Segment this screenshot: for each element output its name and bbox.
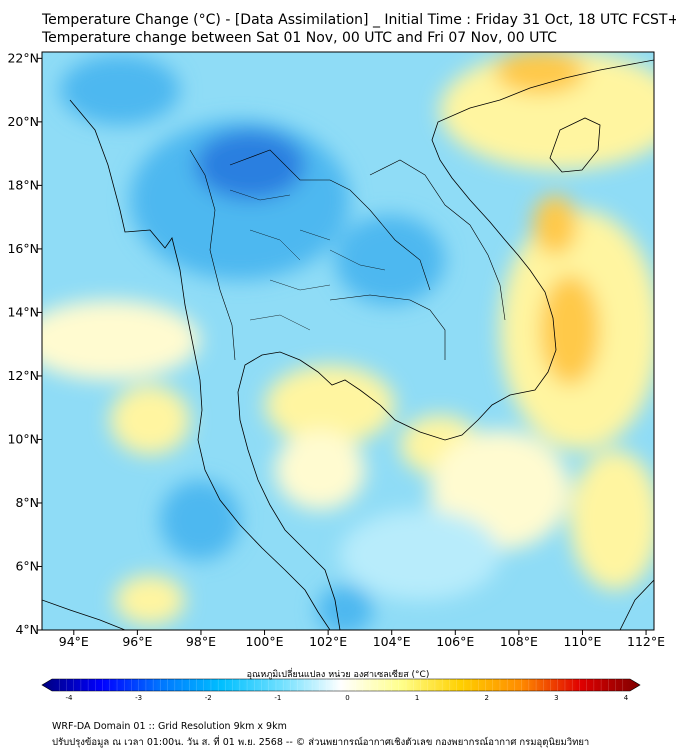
coldest-region-northern-thailand [195,130,305,200]
colorbar-tick-labels: -4 -3 -2 -1 0 1 2 3 4 [66,694,629,702]
footer-model-info: WRF-DA Domain 01 :: Grid Resolution 9km … [52,721,287,732]
colorbar-tick-label: 2 [485,694,489,702]
border-thailand-laos [229,149,431,291]
lon-label: 108°E [500,634,538,649]
map-field [42,52,654,630]
lat-label: 12°N [7,368,39,383]
map-frame [41,51,655,631]
lon-label: 94°E [59,634,89,649]
chart-subtitle: Temperature change between Sat 01 Nov, 0… [42,30,557,46]
hot-region-vietnam-coast [533,195,577,255]
lat-label: 10°N [7,431,39,446]
warm-region-gulf-south [275,430,365,510]
lat-label: 20°N [7,114,39,129]
lon-label: 110°E [563,634,601,649]
lat-label: 6°N [15,558,39,573]
lon-label: 112°E [627,634,665,649]
lat-label: 18°N [7,177,39,192]
colorbar-segments [59,679,623,691]
coastline-hainan [549,117,601,173]
lon-label: 98°E [186,634,216,649]
cold-region-northeast [335,215,445,305]
hot-region-east [540,275,600,385]
cold-region-malaysia [317,585,373,630]
lat-label: 16°N [7,241,39,256]
latitude-axis: 22°N 20°N 18°N 16°N 14°N 12°N 10°N 8°N 6°N 4°N [7,50,39,637]
cold-region-northwest [60,55,180,125]
colorbar-tick-label: -1 [274,694,281,702]
lon-label: 96°E [122,634,152,649]
coastline-mainland [69,59,654,630]
lon-label: 102°E [309,634,347,649]
axis-ticks [37,57,647,635]
lon-label: 100°E [246,634,284,649]
lon-label: 106°E [436,634,474,649]
border-laos-vietnam [369,159,506,321]
colorbar-tick-label: -2 [205,694,212,702]
warm-region-gulf-of-thailand [265,365,395,445]
colorbar-tick-label: 4 [624,694,629,702]
border-thai-provinces [229,189,386,331]
colorbar-gradient [41,678,641,692]
warm-region-southeast [570,450,654,590]
colorbar-tick-label: 3 [554,694,558,702]
warm-region-southwest [115,575,185,625]
lat-label: 8°N [15,495,39,510]
colorbar-tick-label: 1 [415,694,419,702]
footer-update-info: ปรับปรุงข้อมูล ณ เวลา 01:00น. วัน ส. ที่… [52,737,590,748]
cold-region-andaman-south [160,480,240,560]
lat-label: 4°N [15,622,39,637]
warm-region-andaman [110,385,190,455]
hot-region-south-china [495,52,585,94]
colorbar-tick-label: -4 [66,694,74,702]
country-borders [189,149,506,361]
warm-region-gulf-of-tonkin [440,52,654,170]
cool-region-south [340,510,500,600]
colorbar-tick-label: 0 [345,694,349,702]
coastlines [42,59,654,630]
lon-label: 104°E [373,634,411,649]
colorbar: -4 -3 -2 -1 0 1 2 3 4 [41,678,641,702]
coastline-sumatra [42,599,126,630]
chart-title: Temperature Change (°C) - [Data Assimila… [42,12,676,28]
colorbar-tick-label: -3 [135,694,142,702]
border-myanmar-thailand [189,149,236,361]
lat-label: 22°N [7,50,39,65]
longitude-axis: 94°E 96°E 98°E 100°E 102°E 104°E 106°E 108°E 110… [59,634,665,649]
border-thailand-cambodia [329,294,446,360]
coastline-borneo [619,579,654,630]
colorbar-title: อุณหภูมิเปลี่ยนแปลง หน่วย องศาเซลเซียส (… [246,670,430,680]
warm-region-andaman-west [42,300,200,380]
lat-label: 14°N [7,304,39,319]
